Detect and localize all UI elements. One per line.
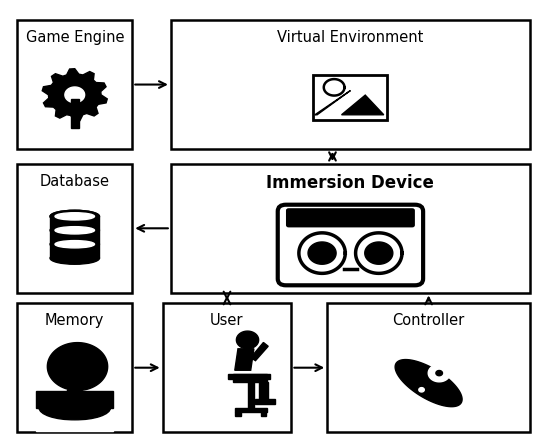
Polygon shape <box>233 374 267 382</box>
Bar <box>163 303 292 432</box>
Text: Game Engine: Game Engine <box>25 30 124 45</box>
Ellipse shape <box>39 396 111 420</box>
Polygon shape <box>255 399 274 404</box>
Polygon shape <box>47 343 108 391</box>
Polygon shape <box>251 343 268 361</box>
FancyBboxPatch shape <box>286 208 415 227</box>
Bar <box>314 75 387 120</box>
Text: Immersion Device: Immersion Device <box>267 173 434 192</box>
Polygon shape <box>50 216 100 258</box>
FancyBboxPatch shape <box>278 205 423 285</box>
Polygon shape <box>342 95 384 115</box>
Polygon shape <box>36 391 113 408</box>
Polygon shape <box>315 90 350 115</box>
Text: User: User <box>210 313 244 328</box>
Ellipse shape <box>50 224 100 236</box>
Bar <box>327 303 530 432</box>
Polygon shape <box>71 99 79 128</box>
Text: Virtual Environment: Virtual Environment <box>277 30 424 45</box>
Polygon shape <box>235 412 240 416</box>
Polygon shape <box>261 412 266 416</box>
Ellipse shape <box>55 241 95 248</box>
Bar <box>170 20 530 149</box>
Ellipse shape <box>50 210 100 222</box>
Bar <box>17 20 133 149</box>
Polygon shape <box>365 242 393 264</box>
Polygon shape <box>58 388 91 408</box>
Text: Controller: Controller <box>393 313 465 328</box>
Polygon shape <box>235 349 254 370</box>
Ellipse shape <box>50 252 100 264</box>
Polygon shape <box>235 408 267 412</box>
Ellipse shape <box>55 227 95 234</box>
Polygon shape <box>42 69 107 121</box>
Bar <box>170 164 530 292</box>
Polygon shape <box>419 388 424 392</box>
Polygon shape <box>308 242 336 264</box>
Polygon shape <box>395 360 462 407</box>
Text: Memory: Memory <box>45 313 104 328</box>
Polygon shape <box>258 382 268 399</box>
Polygon shape <box>236 331 258 349</box>
Polygon shape <box>36 421 113 431</box>
Polygon shape <box>436 371 443 376</box>
Ellipse shape <box>50 238 100 250</box>
Polygon shape <box>228 374 270 378</box>
Text: Database: Database <box>40 173 110 189</box>
Polygon shape <box>356 233 402 274</box>
Polygon shape <box>428 364 450 382</box>
Ellipse shape <box>55 213 95 220</box>
Bar <box>17 164 133 292</box>
Ellipse shape <box>50 210 100 222</box>
Bar <box>17 303 133 432</box>
Polygon shape <box>248 378 254 408</box>
Polygon shape <box>65 87 85 103</box>
Polygon shape <box>299 233 345 274</box>
